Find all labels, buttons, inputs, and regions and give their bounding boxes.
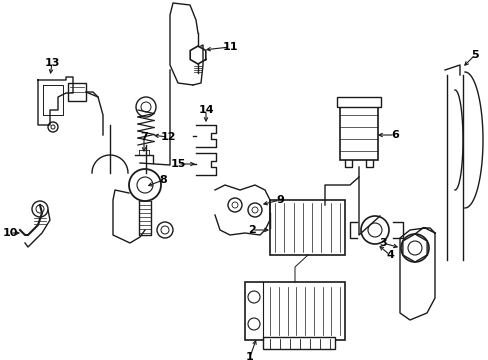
Text: 1: 1 [245,352,253,360]
Text: 11: 11 [222,42,237,52]
Bar [244,282,345,340]
Bar [68,83,86,101]
Text: 9: 9 [276,195,284,205]
Text: 6: 6 [390,130,398,140]
Bar [336,97,380,107]
Text: 15: 15 [170,159,185,169]
Text: 10: 10 [2,228,18,238]
Text: 3: 3 [378,238,386,248]
Text: 12: 12 [160,132,175,142]
Bar [339,105,377,160]
Text: 7: 7 [140,132,147,142]
Text: 2: 2 [247,225,255,235]
Bar [269,200,345,255]
Text: 13: 13 [44,58,60,68]
Text: 5: 5 [470,50,478,60]
Text: 4: 4 [385,250,393,260]
Text: 8: 8 [159,175,166,185]
Text: 14: 14 [198,105,213,115]
Bar [263,337,334,349]
